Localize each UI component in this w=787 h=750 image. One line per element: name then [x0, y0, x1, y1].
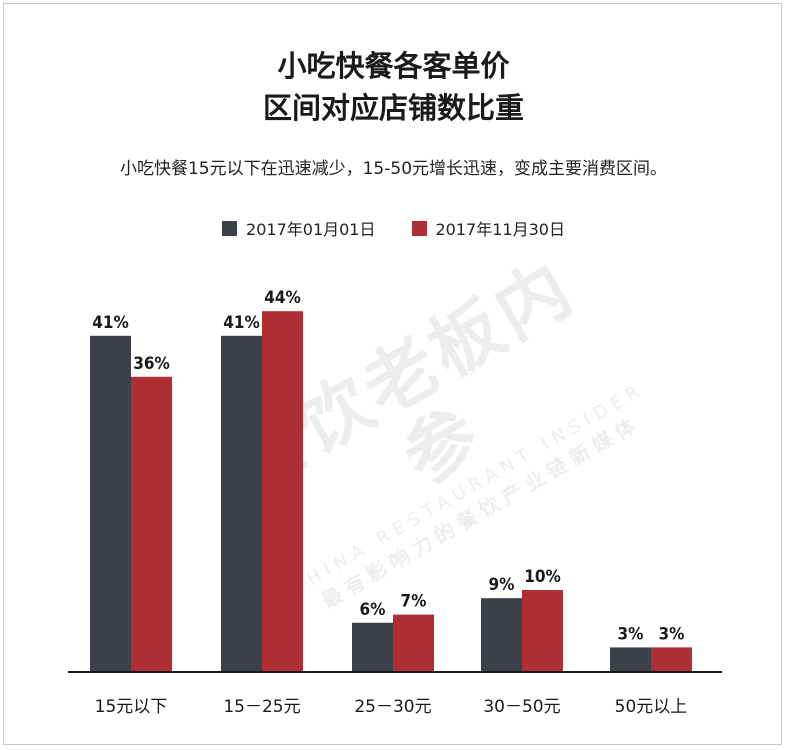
bar-3-series-2: [393, 614, 434, 672]
data-label-2-series-1: 41%: [223, 313, 260, 333]
bar-4-series-1: [481, 598, 522, 672]
legend-label-series-2: 2017年11月30日: [435, 220, 565, 239]
x-tick-label-5: 50元以上: [615, 697, 688, 717]
bar-1-series-1: [90, 335, 131, 672]
data-label-4-series-2: 10%: [524, 567, 561, 587]
legend: 2017年01月01日 2017年11月30日: [0, 216, 787, 240]
data-label-2-series-2: 44%: [264, 288, 301, 308]
data-label-3-series-1: 6%: [360, 600, 386, 620]
x-tick-label-4: 30－50元: [483, 697, 560, 717]
chart-title-line1: 小吃快餐各客单价: [277, 49, 510, 83]
chart-title-line2: 区间对应店铺数比重: [262, 91, 524, 125]
data-label-1-series-2: 36%: [133, 354, 170, 374]
data-label-4-series-1: 9%: [489, 575, 515, 595]
bar-1-series-2: [131, 376, 172, 672]
data-label-3-series-2: 7%: [401, 592, 427, 612]
chart-subtitle: 小吃快餐15元以下在迅速减少，15-50元增长迅速，变成主要消费区间。: [119, 159, 668, 179]
bar-2-series-2: [262, 311, 303, 672]
data-label-5-series-2: 3%: [659, 624, 685, 644]
legend-swatch-series-1: [222, 220, 238, 236]
bar-5-series-1: [610, 647, 651, 672]
data-label-1-series-1: 41%: [92, 313, 129, 333]
bar-4-series-2: [522, 590, 563, 672]
legend-item-series-1: 2017年01月01日: [222, 216, 376, 240]
x-tick-label-2: 15－25元: [223, 697, 300, 717]
bar-5-series-2: [651, 647, 692, 672]
bar-3-series-1: [352, 622, 393, 672]
x-tick-label-3: 25－30元: [354, 697, 431, 717]
bar-2-series-1: [221, 335, 262, 672]
legend-item-series-2: 2017年11月30日: [411, 216, 565, 240]
legend-label-series-1: 2017年01月01日: [246, 220, 376, 239]
data-label-5-series-1: 3%: [618, 624, 644, 644]
legend-swatch-series-2: [411, 220, 427, 236]
x-tick-label-1: 15元以下: [95, 697, 168, 717]
